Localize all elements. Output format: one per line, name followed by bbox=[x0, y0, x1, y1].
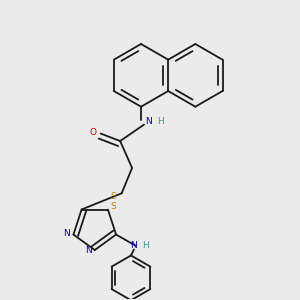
Text: S: S bbox=[110, 192, 116, 201]
Text: H: H bbox=[142, 241, 149, 250]
Text: N: N bbox=[145, 117, 152, 126]
Text: N: N bbox=[130, 241, 137, 250]
Text: N: N bbox=[85, 246, 92, 255]
Text: N: N bbox=[64, 230, 70, 238]
Text: H: H bbox=[157, 117, 164, 126]
Text: S: S bbox=[110, 202, 116, 211]
Text: O: O bbox=[90, 128, 97, 136]
